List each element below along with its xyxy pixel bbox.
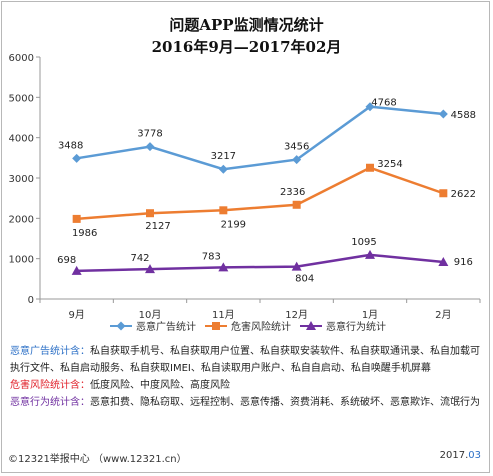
- data-label-s1: 3456: [284, 142, 309, 153]
- data-point-s2: [439, 189, 448, 198]
- footer-year: 2017.: [439, 450, 469, 461]
- data-label-s3: 783: [202, 251, 221, 262]
- note-behavior-text: 恶意扣费、隐私窃取、远程控制、恶意传播、资费消耗、系统破坏、恶意欺诈、流氓行为: [90, 397, 480, 408]
- data-point-s3: [365, 249, 375, 259]
- note-risk: 危害风险统计含：低度风险、中度风险、高度风险: [10, 377, 485, 394]
- data-point-s2: [292, 200, 301, 209]
- data-point-s3: [438, 257, 449, 267]
- data-label-s2: 1986: [72, 228, 97, 239]
- note-behavior: 恶意行为统计含：恶意扣费、隐私窃取、远程控制、恶意传播、资费消耗、系统破坏、恶意…: [10, 394, 485, 411]
- x-tick-label: 1月: [362, 309, 378, 321]
- legend-label-2: 危害风险统计: [231, 320, 291, 333]
- note-ads-text: 私自获取手机号、私自获取用户位置、私自获取安装软件、私自获取通讯录、私自加载可执…: [10, 346, 480, 374]
- data-label-s2: 2336: [280, 187, 305, 198]
- y-tick-label: 5000: [9, 93, 34, 104]
- data-point-s1: [365, 102, 375, 112]
- y-tick-label: 6000: [9, 53, 34, 64]
- notes-block: 恶意广告统计含：私自获取手机号、私自获取用户位置、私自获取安装软件、私自获取通讯…: [10, 343, 485, 411]
- data-point-s2: [366, 163, 374, 172]
- note-ads-key: 恶意广告统计含：: [10, 346, 90, 357]
- data-label-s2: 2127: [145, 221, 170, 232]
- data-point-s2: [219, 206, 228, 215]
- data-point-s1: [438, 109, 448, 119]
- legend-marker-3: [306, 321, 316, 330]
- chart-title: 问题APP监测情况统计: [169, 16, 324, 34]
- series-line-2: [76, 166, 444, 221]
- y-tick-label: 3000: [9, 174, 34, 185]
- data-label-s3: 804: [295, 274, 314, 285]
- data-point-s3: [71, 265, 82, 275]
- x-tick-label: 10月: [139, 309, 162, 321]
- y-tick-label: 0: [28, 295, 34, 306]
- note-behavior-key: 恶意行为统计含：: [10, 397, 90, 408]
- data-label-s1: 3778: [137, 129, 162, 140]
- data-label-s1: 3488: [58, 140, 83, 151]
- data-label-s3: 698: [57, 255, 76, 266]
- legend-label-1: 恶意广告统计: [136, 320, 196, 333]
- data-point-s1: [72, 153, 82, 163]
- data-point-s2: [146, 209, 154, 218]
- data-point-s2: [72, 214, 81, 223]
- note-risk-text: 低度风险、中度风险、高度风险: [90, 380, 230, 391]
- x-tick-label: 12月: [285, 309, 308, 321]
- x-tick-label: 2月: [435, 309, 451, 321]
- data-label-s1: 4768: [371, 98, 396, 109]
- footer-copyright: ©12321举报中心 （www.12321.cn）: [8, 454, 187, 465]
- y-tick-label: 1000: [9, 255, 34, 266]
- legend-label-3: 恶意行为统计: [326, 320, 386, 333]
- y-tick-label: 4000: [9, 134, 34, 145]
- data-label-s1: 3217: [211, 151, 236, 162]
- data-label-s2: 2622: [451, 189, 476, 200]
- legend-marker-2: [212, 322, 220, 330]
- series-line-3: [76, 253, 444, 273]
- data-label-s3: 916: [454, 257, 473, 268]
- data-point-s3: [218, 262, 229, 272]
- data-label-s1: 4588: [451, 110, 476, 121]
- data-point-s1: [145, 142, 155, 152]
- data-point-s3: [291, 261, 302, 271]
- x-tick-label: 11月: [212, 309, 235, 321]
- note-risk-key: 危害风险统计含：: [10, 380, 90, 391]
- data-point-s1: [292, 155, 302, 165]
- data-label-s2: 2199: [221, 219, 246, 230]
- footer-date: 2017.03: [440, 450, 481, 461]
- chart-subtitle: 2016年9月—2017年02月: [151, 38, 342, 56]
- note-ads: 恶意广告统计含：私自获取手机号、私自获取用户位置、私自获取安装软件、私自获取通讯…: [10, 343, 485, 377]
- x-tick-label: 9月: [68, 309, 84, 321]
- data-point-s1: [218, 164, 228, 174]
- y-tick-label: 2000: [9, 214, 34, 225]
- legend-marker-1: [116, 321, 126, 331]
- data-label-s3: 742: [130, 253, 149, 264]
- data-label-s2: 3254: [377, 159, 402, 170]
- data-point-s3: [145, 264, 155, 274]
- footer-month: 03: [468, 450, 481, 461]
- data-label-s3: 1095: [351, 237, 376, 248]
- series-line-1: [76, 105, 444, 171]
- line-chart: 0 1000 2000 3000 4000 5000 6000 9月 10月 11月 12月 1月 2月…: [9, 53, 481, 333]
